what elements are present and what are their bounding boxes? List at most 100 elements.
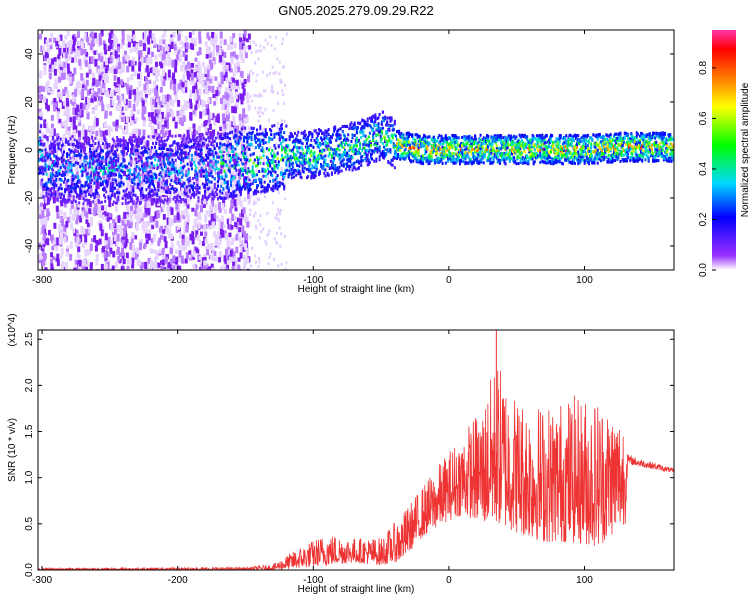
- spectrogram-cell: [198, 143, 201, 147]
- spectrogram-cell: [78, 89, 82, 96]
- spectrogram-cell: [249, 195, 252, 199]
- spectrogram-cell: [126, 86, 130, 95]
- spectrogram-cell: [129, 196, 132, 200]
- spectrogram-cell: [195, 138, 198, 142]
- spectrogram-cell: [224, 259, 228, 265]
- spectrogram-cell: [139, 200, 142, 204]
- spectrogram-cell: [250, 264, 253, 268]
- spectrogram-cell: [192, 81, 196, 89]
- spectrogram-cell: [120, 106, 124, 112]
- spectrogram-cell: [197, 152, 200, 156]
- spectrogram-cell: [104, 233, 108, 241]
- spectrogram-cell: [83, 150, 86, 154]
- spectrogram-cell: [190, 154, 193, 158]
- spectrogram-cell: [94, 142, 97, 146]
- spectrogram-cell: [186, 214, 190, 222]
- spectrogram-cell: [71, 172, 74, 176]
- spectrogram-cell: [62, 150, 65, 154]
- spectrogram-cell: [41, 265, 45, 270]
- spectrogram-cell: [60, 247, 64, 256]
- spectrogram-cell: [178, 30, 182, 35]
- spectrogram-cell: [333, 152, 336, 156]
- spectrogram-cell: [313, 129, 316, 133]
- spectrogram-cell: [96, 268, 100, 270]
- spectrogram-cell: [254, 178, 257, 182]
- spectrogram-cell: [181, 184, 184, 188]
- spectrogram-cell: [206, 108, 210, 115]
- spectrogram-cell: [68, 163, 72, 171]
- spectrogram-cell: [94, 167, 97, 171]
- spectrogram-cell: [122, 189, 125, 193]
- spectrogram-cell: [66, 162, 70, 169]
- spectrogram-cell: [61, 173, 64, 177]
- spectrogram-cell: [64, 200, 67, 204]
- spectrogram-cell: [249, 170, 252, 174]
- spectrogram-cell: [122, 139, 126, 144]
- spectrogram-cell: [234, 133, 237, 137]
- spectrogram-cell: [151, 216, 155, 222]
- spectrogram-cell: [177, 178, 180, 182]
- spectrogram-cell: [297, 138, 300, 142]
- spectrogram-cell: [57, 91, 61, 98]
- spectrogram-cell: [260, 230, 263, 234]
- spectrogram-cell: [55, 171, 58, 175]
- spectrogram-cell: [258, 157, 261, 161]
- spectrogram-cell: [78, 201, 81, 205]
- spectrogram-cell: [136, 183, 139, 187]
- spectrogram-cell: [59, 92, 63, 100]
- spectrogram-cell: [224, 103, 228, 110]
- spectrogram-cell: [119, 62, 123, 68]
- spectrogram-cell: [264, 38, 267, 42]
- spectrogram-cell: [163, 162, 166, 166]
- spectrogram-cell: [287, 159, 290, 163]
- spectrogram-cell: [121, 151, 124, 155]
- spectrogram-cell: [144, 45, 148, 52]
- spectrogram-cell: [208, 180, 211, 184]
- spectrogram-cell: [167, 44, 171, 53]
- spectrogram-cell: [132, 133, 136, 139]
- spectrogram-cell: [249, 94, 252, 98]
- spectrogram-cell: [124, 198, 127, 202]
- spectrogram-cell: [121, 196, 124, 200]
- spectrogram-cell: [93, 50, 97, 55]
- spectrogram-cell: [123, 50, 127, 57]
- spectrogram-cell: [203, 257, 207, 262]
- spectrogram-cell: [196, 172, 199, 176]
- spectrogram-cell: [58, 168, 61, 172]
- spectrogram-cell: [145, 194, 148, 198]
- spectrogram-cell: [80, 40, 84, 49]
- spectrogram-cell: [77, 149, 80, 153]
- spectrogram-cell: [301, 164, 304, 168]
- spectrogram-cell: [45, 184, 48, 188]
- spectrogram-cell: [195, 166, 198, 170]
- spectrogram-cell: [99, 85, 103, 91]
- spectrogram-cell: [102, 187, 105, 191]
- spectrogram-cell: [214, 94, 218, 101]
- spectrogram-cell: [96, 172, 100, 180]
- spectrogram-cell: [189, 154, 193, 161]
- spectrogram-cell: [294, 168, 297, 172]
- spectrogram-cell: [233, 152, 237, 159]
- spectrogram-cell: [41, 169, 44, 173]
- spectrogram-cell: [94, 196, 98, 202]
- spectrogram-cell: [54, 160, 57, 164]
- spectrogram-cell: [172, 83, 176, 91]
- spectrogram-cell: [266, 42, 269, 46]
- spectrogram-cell: [155, 116, 159, 123]
- spectrogram-cell: [317, 171, 320, 175]
- spectrogram-cell: [142, 43, 146, 51]
- spectrogram-cell: [131, 178, 134, 182]
- spectrogram-cell: [117, 198, 120, 202]
- spectrogram-cell: [227, 79, 231, 84]
- spectrogram-cell: [223, 181, 226, 185]
- spectrogram-cell: [103, 137, 106, 141]
- spectrogram-cell: [79, 64, 83, 71]
- spectrogram-cell: [192, 155, 196, 163]
- spectrogram-cell: [132, 188, 135, 192]
- spectrogram-cell: [71, 134, 74, 138]
- spectrogram-cell: [47, 177, 50, 181]
- spectrogram-cell: [170, 99, 174, 106]
- spectrogram-cell: [98, 34, 102, 42]
- spectrogram-cell: [254, 61, 257, 65]
- spectrogram-cell: [251, 169, 254, 173]
